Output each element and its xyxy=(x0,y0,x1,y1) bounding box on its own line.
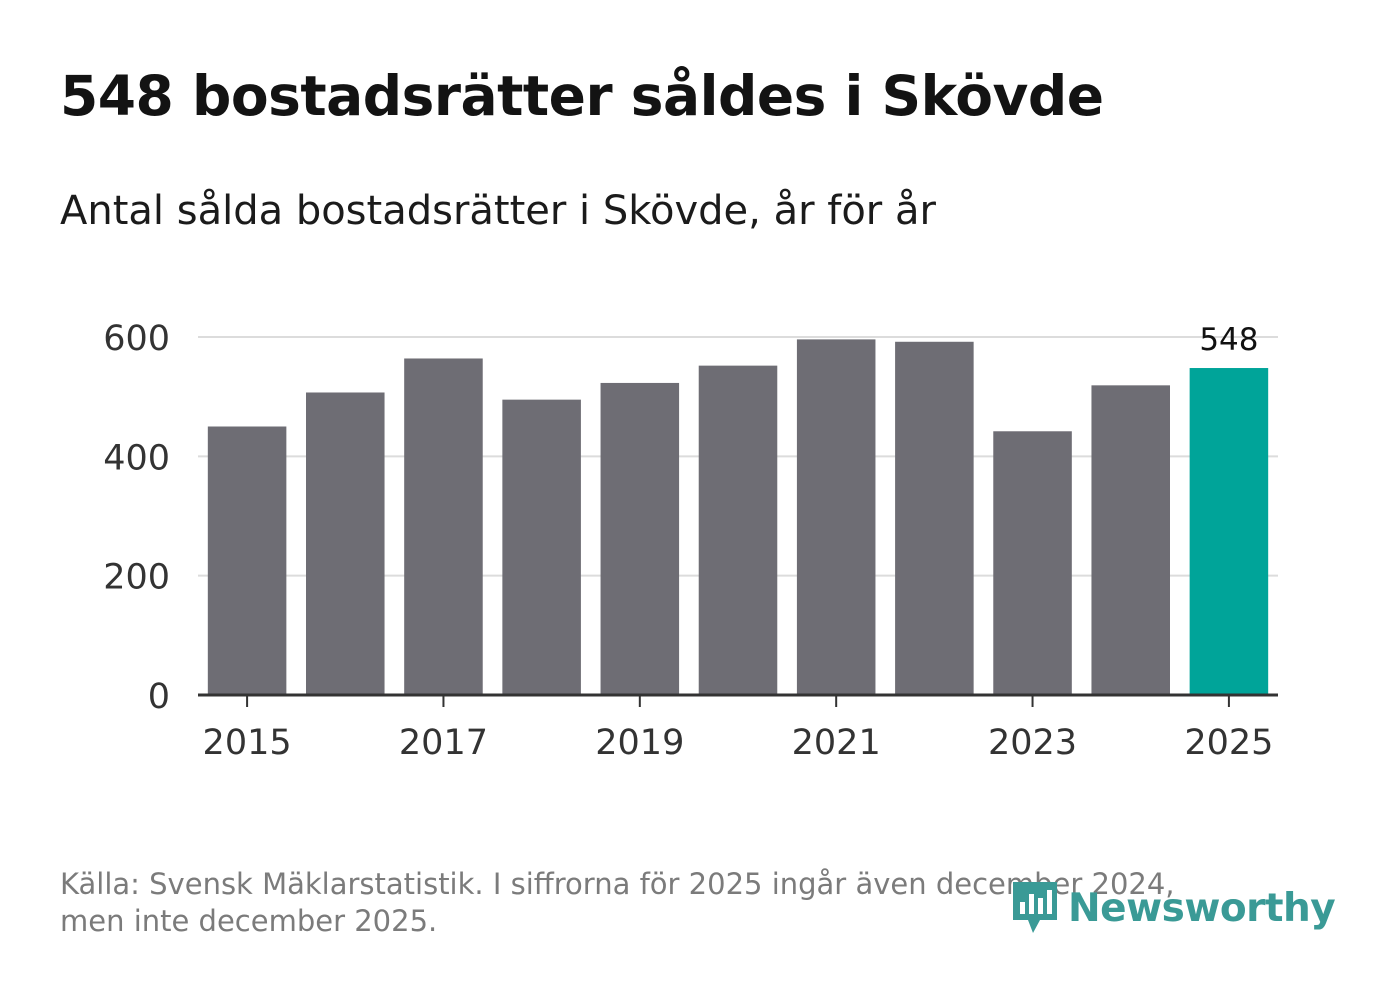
labels: 0 200 400 600 2015 2017 2019 2021 2023 2025 548 xyxy=(103,319,1273,763)
newsworthy-logo-icon xyxy=(1013,882,1057,933)
bar-2015 xyxy=(207,426,287,695)
bar-2022 xyxy=(895,341,974,695)
newsworthy-logo: Newsworthy xyxy=(1010,878,1336,938)
y-tick-label-200: 200 xyxy=(103,558,170,598)
y-tick-label-0: 0 xyxy=(148,677,170,717)
x-tick-label-2019: 2019 xyxy=(595,723,684,763)
y-tick-label-600: 600 xyxy=(103,319,170,359)
y-tick-label-400: 400 xyxy=(103,438,170,478)
bar-2020 xyxy=(698,365,778,695)
bar-2019 xyxy=(600,382,680,695)
x-tick-label-2025: 2025 xyxy=(1184,723,1273,763)
bar-2024 xyxy=(1091,385,1170,695)
bar-2018 xyxy=(502,399,581,695)
bar-2023 xyxy=(993,431,1072,695)
data-label-highlight: 548 xyxy=(1199,322,1258,358)
chart-title: 548 bostadsrätter såldes i Skövde xyxy=(60,64,1104,128)
source-note: Källa: Svensk Mäklarstatistik. I siffror… xyxy=(60,866,1260,940)
bar-2017 xyxy=(404,358,483,695)
x-tick-label-2017: 2017 xyxy=(399,723,488,763)
source-line-2: men inte december 2025. xyxy=(60,904,438,938)
chart-subtitle: Antal sålda bostadsrätter i Skövde, år f… xyxy=(60,188,936,234)
bar-2016 xyxy=(306,392,385,695)
bar-2025 xyxy=(1189,368,1269,695)
x-tick-label-2015: 2015 xyxy=(203,723,292,763)
x-tick-label-2021: 2021 xyxy=(792,723,881,763)
bars xyxy=(207,339,1269,695)
bar-chart: 0 200 400 600 2015 2017 2019 2021 2023 2025 548 xyxy=(103,319,1278,763)
brand-name: Newsworthy xyxy=(1068,885,1336,931)
source-line-1: Källa: Svensk Mäklarstatistik. I siffror… xyxy=(60,867,1175,901)
bar-2021 xyxy=(796,339,876,695)
x-tick-label-2023: 2023 xyxy=(988,723,1077,763)
axes xyxy=(198,693,1278,707)
